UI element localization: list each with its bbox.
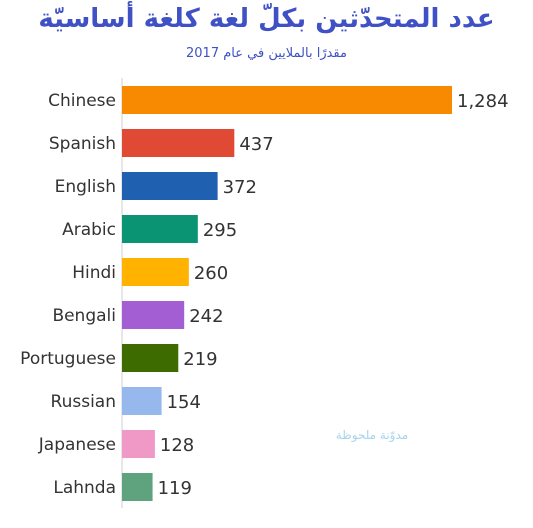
- category-label-japanese: Japanese: [38, 435, 116, 455]
- bar-english: [122, 172, 218, 200]
- value-label-bengali: 242: [189, 306, 223, 327]
- bar-arabic: [122, 215, 198, 243]
- category-label-portuguese: Portuguese: [20, 349, 116, 369]
- value-label-hindi: 260: [194, 263, 228, 284]
- category-label-spanish: Spanish: [49, 134, 116, 154]
- category-label-bengali: Bengali: [52, 306, 116, 326]
- bar-russian: [122, 387, 162, 415]
- bars-group: Chinese 1,284 Spanish 437 English 372 Arabic 29…: [20, 86, 509, 501]
- category-label-lahnda: Lahnda: [53, 478, 116, 498]
- bar-portuguese: [122, 344, 179, 372]
- category-label-arabic: Arabic: [62, 220, 116, 240]
- bar-lahnda: [122, 473, 153, 501]
- bar-spanish: [122, 129, 235, 157]
- watermark: مدوّنة ملحوظة: [335, 428, 409, 442]
- category-label-russian: Russian: [51, 392, 116, 412]
- chart-subtitle: مقدرًا بالملايين في عام 2017: [186, 46, 347, 61]
- category-label-english: English: [55, 177, 116, 197]
- bar-japanese: [122, 430, 155, 458]
- value-label-arabic: 295: [203, 220, 237, 241]
- value-label-spanish: 437: [239, 134, 273, 155]
- value-label-russian: 154: [167, 392, 201, 413]
- chart-title: عدد المتحدّثين بكلّ لغة كلغة أساسيّة: [38, 4, 495, 34]
- value-label-english: 372: [223, 177, 257, 198]
- category-label-chinese: Chinese: [48, 91, 116, 111]
- bar-chinese: [122, 86, 452, 114]
- value-label-chinese: 1,284: [457, 91, 509, 112]
- bar-hindi: [122, 258, 189, 286]
- value-label-lahnda: 119: [158, 478, 192, 499]
- category-label-hindi: Hindi: [72, 263, 116, 283]
- value-label-japanese: 128: [160, 435, 194, 456]
- value-label-portuguese: 219: [183, 349, 217, 370]
- bar-bengali: [122, 301, 185, 329]
